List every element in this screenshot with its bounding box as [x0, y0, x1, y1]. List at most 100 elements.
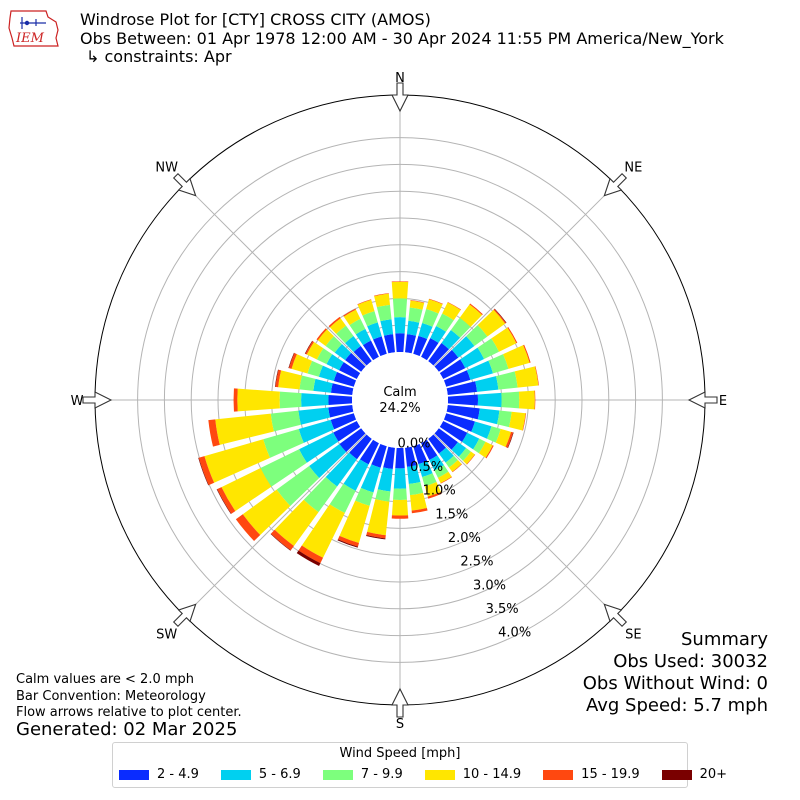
wind-bar-segment	[494, 308, 507, 323]
legend-label: 15 - 19.9	[581, 767, 640, 782]
wind-bar-segment	[304, 340, 313, 354]
wind-bar-segment	[349, 434, 372, 460]
radial-tick-label: 2.0%	[448, 531, 481, 546]
wind-bar-segment	[395, 447, 405, 469]
wind-bar-segment	[477, 408, 500, 425]
wind-bar-segment	[469, 303, 483, 315]
obs-period: Obs Between: 01 Apr 1978 12:00 AM - 30 A…	[80, 29, 724, 48]
wind-bar-segment	[471, 421, 492, 439]
wind-bar-segment	[459, 304, 483, 327]
wind-bar-segment	[330, 383, 354, 395]
wind-bar-segment	[366, 534, 386, 540]
wind-bar-segment	[395, 333, 405, 353]
wind-bar-segment	[478, 441, 493, 458]
wind-bar-segment	[325, 336, 342, 353]
legend-item: 5 - 6.9	[220, 767, 301, 782]
legend-items: 2 - 4.9 5 - 6.9 7 - 9.9 10 - 14.9 15 - 19.9 2…	[119, 767, 727, 782]
wind-bar-segment	[410, 492, 427, 511]
wind-bar-segment	[427, 491, 442, 499]
wind-bar-segment	[375, 489, 391, 502]
wind-bar-segment	[235, 514, 261, 541]
wind-bar-segment	[463, 451, 475, 465]
grid-spoke	[183, 183, 401, 401]
constraints-label: ↳ constraints: Apr	[86, 47, 232, 66]
wind-bar-segment	[443, 413, 475, 432]
compass-label-sw: SW	[156, 627, 177, 642]
wind-bar-segment	[316, 348, 333, 365]
wind-bar-segment	[434, 428, 458, 450]
wind-bar-segment	[337, 539, 358, 548]
wind-bar-segment	[288, 352, 295, 369]
wind-bar-segment	[237, 388, 280, 412]
legend-item: 7 - 9.9	[322, 767, 403, 782]
legend-item: 2 - 4.9	[119, 767, 199, 782]
wind-bar-segment	[429, 455, 444, 471]
wind-bar-segment	[473, 438, 486, 454]
wind-bar-segment	[439, 359, 466, 379]
legend-label: 20+	[699, 767, 728, 782]
wind-bar-segment	[303, 476, 338, 513]
wind-bar-segment	[408, 481, 424, 496]
wind-bar-segment	[466, 324, 488, 346]
radial-tick-label: 1.5%	[435, 507, 468, 522]
wind-bar-segment	[334, 343, 352, 361]
wind-bar-segment	[428, 342, 449, 366]
wind-bar-segment	[460, 347, 485, 369]
wind-bar-segment	[329, 483, 356, 513]
grid-spoke	[183, 399, 401, 617]
flow-arrow-icon	[82, 391, 113, 409]
summary-obs-used: Obs Used: 30032	[613, 651, 768, 672]
wind-bar-segment	[216, 489, 232, 515]
wind-bar-segment	[422, 309, 439, 327]
wind-bar-segment	[306, 341, 324, 360]
logo-text: IEM	[15, 31, 45, 46]
wind-bar-segment	[534, 390, 536, 410]
legend: Wind Speed [mph] 2 - 4.9 5 - 6.9 7 - 9.9 10…	[112, 742, 727, 788]
wind-bar-segment	[313, 378, 333, 393]
wind-bar-segment	[446, 405, 480, 420]
wind-bar-segment	[477, 392, 502, 408]
wind-bar-segment	[437, 471, 452, 484]
wind-bar-segment	[439, 421, 468, 442]
wind-bar-segment	[328, 316, 341, 328]
legend-swatch	[322, 769, 353, 780]
wind-bar-segment	[270, 410, 301, 432]
wind-bar-segment	[355, 487, 374, 506]
radial-tick-labels: 0.0% 0.5% 1.0% 1.5% 2.0% 2.5% 3.0% 3.5% 4.0%	[398, 436, 532, 640]
flow-arrows-note: Flow arrows relative to plot center.	[16, 705, 242, 720]
wind-bar-segment	[299, 432, 339, 463]
wind-bar-segment	[493, 308, 507, 324]
wind-bar-segment	[518, 390, 535, 410]
wind-bar-segment	[298, 407, 331, 425]
wind-bar-segment	[360, 464, 381, 493]
wind-bar-segment	[208, 419, 220, 447]
wind-bar-segment	[305, 341, 314, 355]
legend-swatch	[220, 769, 251, 780]
wind-bar-segment	[276, 466, 320, 506]
calm-circle	[352, 352, 448, 448]
wind-bar-segment	[221, 468, 272, 512]
wind-bar-segment	[447, 394, 479, 406]
wind-bar-segment	[477, 309, 506, 337]
wind-bar-segment	[413, 443, 428, 465]
wind-bar-segment	[426, 299, 443, 314]
summary-avg-speed: Avg Speed: 5.7 mph	[586, 695, 768, 716]
wind-bar-segment	[242, 489, 291, 535]
flow-arrow-icon	[172, 603, 197, 628]
wind-bar-segment	[507, 327, 518, 344]
wind-bar-segment	[434, 465, 449, 478]
wind-bar-segment	[409, 300, 425, 310]
wind-bar-segment	[508, 411, 526, 431]
wind-bar-segment	[497, 410, 512, 428]
legend-label: 2 - 4.9	[157, 767, 199, 782]
wind-bar-segment	[393, 488, 407, 500]
wind-bar-segment	[329, 318, 346, 334]
wind-bar-segment	[355, 328, 371, 346]
wind-bar-segment	[391, 281, 409, 283]
legend-swatch	[424, 769, 455, 780]
wind-bar-segment	[407, 465, 421, 484]
wind-bar-segment	[466, 454, 476, 465]
compass-label-s: S	[396, 717, 404, 732]
wind-bar-segment	[421, 439, 438, 461]
wind-bar-segment	[309, 443, 347, 479]
